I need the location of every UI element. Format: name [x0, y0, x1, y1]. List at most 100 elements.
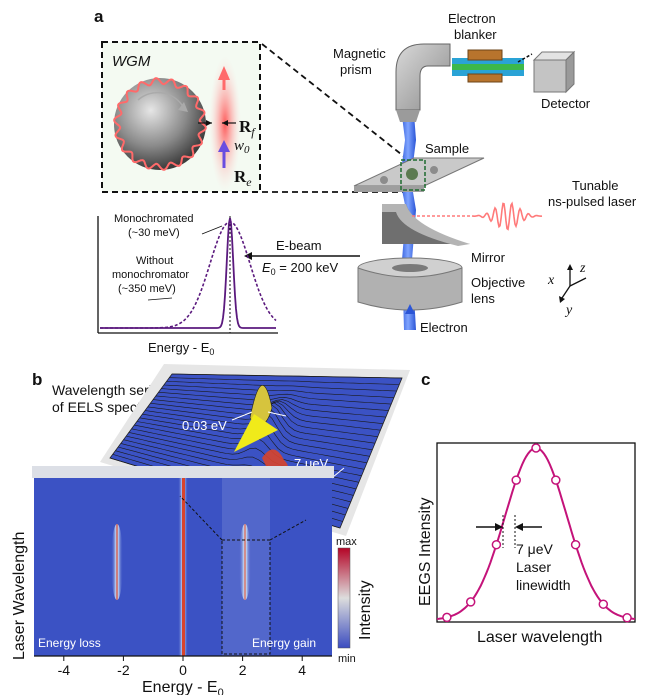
label-objective-1: Objective: [471, 275, 525, 290]
gain-box: [221, 539, 271, 655]
axis-z: z: [579, 261, 586, 276]
tick-label: -4: [58, 662, 71, 678]
spectrum-without-monochromator: [100, 221, 277, 329]
axis-x: x: [547, 273, 555, 288]
tick-label: 2: [239, 662, 247, 678]
zoom-box: [400, 159, 426, 191]
colorbar-max: max: [336, 536, 357, 548]
eegs-point: [465, 597, 476, 607]
waterfall-line: [169, 377, 400, 385]
label-magnetic-prism-2: prism: [340, 62, 372, 77]
label-magnetic-prism-1: Magnetic: [333, 46, 386, 61]
heatmap-ylabel: Laser Wavelength: [11, 532, 28, 660]
rf-marker-right-head: [222, 120, 228, 126]
zoom-line-top: [261, 43, 407, 159]
linewidth-arrowhead-right: [515, 523, 523, 531]
wgm-inset: WGM Rf w0 Re: [101, 41, 261, 193]
label-nomono-2: monochromator: [112, 269, 189, 281]
microsphere: [114, 78, 206, 170]
ann-linewidth: linewidth: [516, 577, 570, 593]
heatmap-zlp-core: [182, 478, 185, 656]
gain-zoom-right: [269, 519, 307, 541]
rf-label: Rf: [239, 117, 256, 139]
ann-laser: Laser: [516, 559, 551, 575]
sample-plate: [353, 157, 485, 187]
label-ebeam-1: E-beam: [276, 238, 322, 253]
detector-side: [565, 50, 575, 94]
xyz-axes: [559, 264, 587, 303]
electron-arrowhead: [405, 304, 415, 314]
label-nomono-1: Without: [136, 255, 173, 267]
label-detector: Detector: [541, 96, 591, 111]
colorbar-label: Intensity: [357, 580, 374, 640]
label-mono-1: Monochromated: [114, 213, 194, 225]
gain-zoom-left: [179, 495, 223, 541]
label-electron-blanker-2: blanker: [454, 27, 497, 42]
nomono-pointer: [147, 297, 173, 301]
gain-highlight: [222, 478, 270, 656]
w0-label: w0: [234, 138, 250, 156]
circulation-arrow: [137, 91, 183, 106]
linewidth-arrowhead-left: [495, 523, 503, 531]
re-label: Re: [234, 167, 252, 189]
energy-gain-label: Energy gain: [252, 636, 316, 650]
ann-7uev-c: 7 μeV: [516, 541, 554, 557]
objective-lens-bore: [392, 264, 428, 272]
waterfall-line: [171, 373, 403, 379]
blanker-deflect: [517, 53, 533, 63]
heatmap-xlabel: Energy - E0: [142, 679, 224, 695]
ann-003-left: [231, 411, 253, 421]
waterfall-line: [166, 381, 397, 392]
magnetic-prism-end: [396, 110, 420, 122]
zlp-spectrum-plot: [97, 216, 278, 334]
heatmap-ticks: -4 -2 0 2 4: [58, 656, 306, 678]
eegs-point: [622, 613, 632, 623]
eegs-point: [598, 599, 609, 609]
eels-heatmap: [34, 478, 332, 656]
label-laser-1: Tunable: [572, 178, 619, 193]
heatmap-gain-peak: [239, 524, 251, 600]
tick-label: 0: [179, 662, 187, 678]
waterfall-peak-highlight: [234, 414, 278, 452]
electron-out-arrowhead: [218, 66, 230, 80]
sample-sphere-center: [406, 168, 418, 180]
eegs-point: [491, 539, 502, 550]
panel-c-label: c: [421, 370, 430, 389]
spectrum-monochromated: [100, 217, 276, 329]
label-objective-2: lens: [471, 291, 495, 306]
label-mirror: Mirror: [471, 250, 506, 265]
axis-y: y: [564, 303, 573, 318]
label-electron: Electron: [420, 320, 468, 335]
eegs-point: [531, 443, 541, 453]
panel-c-frame: [436, 442, 636, 623]
microscope-schematic: [353, 43, 576, 330]
blanker-plate-bottom: [467, 73, 503, 83]
panel-b-title-2: of EELS spectra: [52, 399, 153, 415]
energy-loss-label: Energy loss: [38, 636, 101, 650]
electron-in-arrowhead: [218, 140, 230, 152]
objective-lens-body: [357, 267, 463, 311]
eegs-points: [442, 443, 632, 623]
ann-003-right: [267, 411, 287, 417]
panel-c-xlabel: Laser wavelength: [477, 629, 602, 646]
waterfall-line: [163, 384, 394, 398]
panel-a-label: a: [94, 7, 104, 26]
detector-front: [533, 59, 567, 93]
magnetic-prism: [395, 43, 451, 111]
label-laser-2: ns-pulsed laser: [548, 194, 637, 209]
tick-label: -2: [117, 662, 130, 678]
tick-label: 4: [298, 662, 306, 678]
label-nomono-3: (~350 meV): [118, 283, 176, 295]
label-electron-blanker-1: Electron: [448, 11, 496, 26]
colorbar: [337, 547, 351, 649]
panel-b-title-1: Wavelength series: [52, 382, 167, 398]
mono-pointer: [201, 225, 223, 235]
ann-0.03ev: 0.03 eV: [182, 418, 227, 433]
waterfall-line: [158, 392, 389, 411]
sample-sphere-1: [380, 176, 388, 184]
heatmap-top-fade: [32, 466, 334, 478]
wgm-title: WGM: [112, 53, 151, 70]
laser-pulse-wave: [471, 201, 543, 231]
colorbar-min: min: [338, 653, 356, 665]
